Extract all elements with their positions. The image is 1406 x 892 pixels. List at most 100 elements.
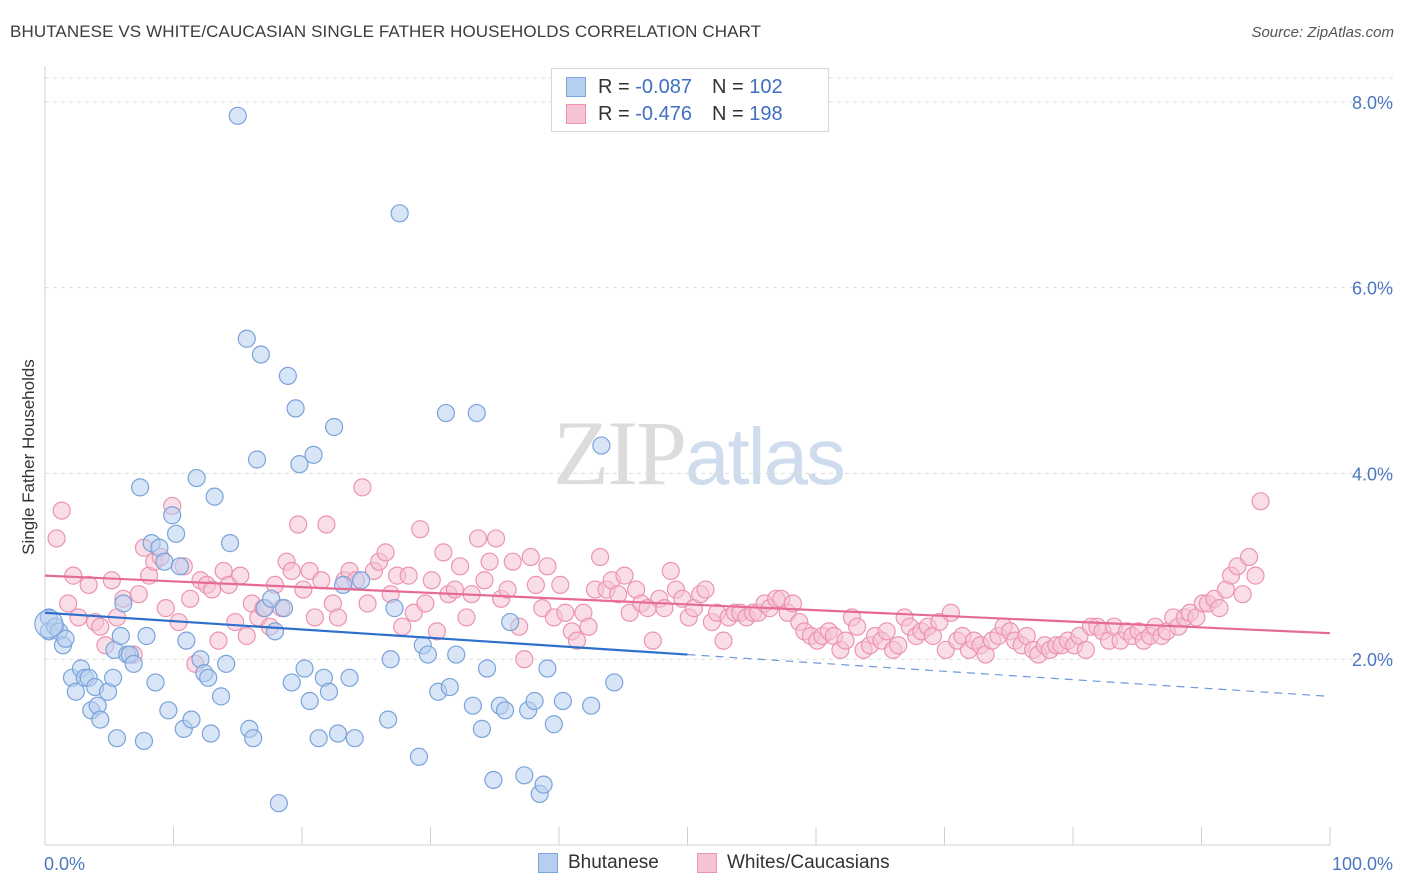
data-point <box>251 345 270 364</box>
data-point <box>265 622 285 641</box>
data-point <box>418 645 438 664</box>
data-point <box>278 366 297 385</box>
data-point <box>166 524 186 543</box>
source-label: Source: ZipAtlas.com <box>1251 24 1394 41</box>
data-point <box>836 631 855 650</box>
legend-n-label: N = <box>711 75 744 98</box>
legend-swatch-blue <box>566 77 586 97</box>
data-point <box>91 710 110 729</box>
data-point <box>468 529 488 548</box>
trend-lines <box>44 574 1331 697</box>
data-point <box>237 626 256 646</box>
data-point <box>211 687 231 706</box>
data-point <box>567 631 587 650</box>
data-point <box>457 608 476 627</box>
data-point <box>328 724 348 743</box>
trend-line-bhutanese-extension <box>687 653 1331 697</box>
data-point <box>440 677 459 697</box>
data-point <box>226 612 245 632</box>
y-tick-label: 2.0% <box>1352 650 1393 670</box>
data-point <box>941 603 961 622</box>
data-point <box>1233 585 1252 604</box>
data-point <box>450 557 470 576</box>
data-point <box>526 575 545 595</box>
data-point-large <box>34 609 64 639</box>
data-point <box>205 487 224 506</box>
series-whites-caucasians <box>47 478 1270 673</box>
data-point <box>525 691 544 711</box>
data-point <box>393 617 412 636</box>
data-point <box>107 729 127 748</box>
data-point <box>553 691 572 711</box>
data-point <box>312 571 331 590</box>
data-point <box>300 691 319 711</box>
bottom-legend-bhutanese: Bhutanese <box>538 852 659 874</box>
data-point <box>434 543 453 562</box>
bottom-legend-label: Whites/Caucasians <box>727 852 890 873</box>
legend-n-value: 102 <box>749 75 783 98</box>
data-point <box>477 659 497 678</box>
data-point <box>295 659 314 678</box>
data-point <box>294 580 313 599</box>
bottom-legend-whites: Whites/Caucasians <box>697 852 890 874</box>
data-point <box>521 547 540 567</box>
data-point <box>503 552 522 571</box>
data-point <box>848 617 867 636</box>
legend-r-value: -0.087 <box>635 75 692 98</box>
chart-title: BHUTANESE VS WHITE/CAUCASIAN SINGLE FATH… <box>10 22 762 41</box>
legend-row-bhutanese: R = -0.087 N = 102 <box>566 75 783 99</box>
tick-labels: 2.0% 4.0% 6.0% 8.0% 0.0% 100.0% <box>44 93 1393 874</box>
data-point <box>217 654 236 673</box>
data-point <box>783 594 802 613</box>
data-point <box>661 561 680 581</box>
data-point <box>486 529 506 548</box>
data-point <box>181 589 200 608</box>
data-point <box>137 626 156 646</box>
data-point <box>381 650 400 669</box>
data-point <box>262 589 281 608</box>
x-tick-label: 100.0% <box>1332 854 1393 874</box>
data-point <box>714 631 733 650</box>
data-point <box>605 673 624 692</box>
data-point <box>556 603 575 622</box>
data-point <box>385 599 404 618</box>
data-point <box>1246 566 1265 585</box>
data-point <box>340 668 359 687</box>
data-point <box>484 770 503 790</box>
legend-r-label: R = <box>598 75 630 98</box>
data-point <box>501 612 520 632</box>
legend-swatch-pink <box>566 104 586 124</box>
data-point <box>282 561 301 581</box>
bottom-legend-swatch-pink <box>697 853 717 873</box>
data-point <box>159 701 178 720</box>
watermark-zip: ZIP <box>553 402 687 504</box>
data-point <box>378 710 398 729</box>
y-tick-label: 8.0% <box>1352 93 1393 113</box>
data-point <box>220 534 240 553</box>
data-point <box>124 654 143 673</box>
data-point <box>282 673 301 692</box>
data-point <box>582 696 601 715</box>
data-point <box>146 673 165 692</box>
bottom-legend-label: Bhutanese <box>568 852 659 873</box>
watermark: ZIPatlas <box>553 400 846 506</box>
data-point <box>544 715 563 734</box>
data-point <box>538 557 557 576</box>
data-point <box>79 575 98 595</box>
data-point <box>244 729 263 748</box>
data-point <box>345 729 364 748</box>
data-point <box>201 724 220 743</box>
data-point <box>134 731 154 751</box>
data-point <box>111 626 130 646</box>
data-point <box>163 506 182 525</box>
trend-line-whites <box>44 574 1331 635</box>
data-point <box>69 608 88 627</box>
data-point <box>352 571 371 590</box>
data-point <box>102 571 121 590</box>
data-point <box>1251 492 1270 511</box>
y-tick-label: 4.0% <box>1352 464 1393 484</box>
data-point <box>376 543 395 562</box>
data-point <box>228 106 247 125</box>
data-point <box>304 445 323 464</box>
